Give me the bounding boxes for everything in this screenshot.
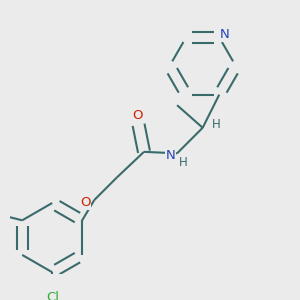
Text: H: H bbox=[179, 156, 188, 169]
Text: N: N bbox=[220, 28, 230, 41]
Text: H: H bbox=[212, 118, 220, 131]
Text: O: O bbox=[80, 196, 91, 209]
Text: N: N bbox=[165, 149, 175, 162]
Text: Cl: Cl bbox=[46, 291, 60, 300]
Text: O: O bbox=[133, 109, 143, 122]
